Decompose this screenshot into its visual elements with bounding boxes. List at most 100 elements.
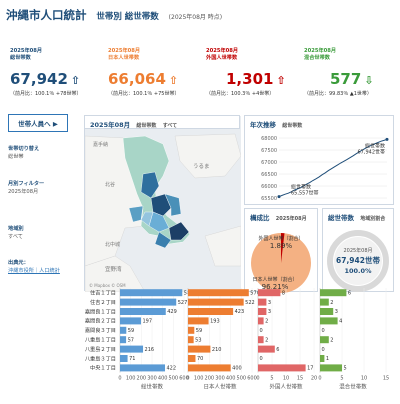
map-panel[interactable]: 嘉手納 北谷 宜野湾 うるま 北中城 © Mapbox © OSM [84,115,242,293]
as-of-date: (2025年08月 時点) [168,14,223,21]
bar-value-label: 8 [282,290,285,296]
kpi-period: 2025年08月 [206,48,239,54]
pie-chart[interactable]: 外国人世帯（割合） 1.89% 日本人世帯（割合） 96.21% [245,225,317,295]
bar[interactable] [320,289,347,297]
city-north-area[interactable] [122,135,191,245]
bar[interactable] [120,336,127,344]
bar[interactable] [120,298,177,306]
place-label: 北中城 [105,241,120,248]
kpi-mixed-households: 2025年08月 混合世帯数 577 ⇩ （前月比：99.83％ ▲1世帯） [304,48,400,104]
bar[interactable] [188,364,231,372]
bar[interactable] [120,326,127,334]
kpi-change: （前月比：99.83％ ▲1世帯） [304,91,372,97]
bar[interactable] [120,289,183,297]
kpi-period: 2025年08月 [304,48,337,54]
x-tick-label: 0 [318,376,321,382]
pie-slice-foreign[interactable] [281,232,285,263]
bar[interactable] [320,308,334,315]
donut-ring[interactable] [327,230,389,292]
bar[interactable] [120,364,166,372]
x-tick-label: 500 [237,376,247,382]
bar-value-label: 210 [212,347,222,353]
bar-value-label: 0 [260,356,263,362]
district-shape[interactable] [140,211,154,227]
map-title: 2025年08月 総世帯数 すべて [84,115,240,129]
bar[interactable] [258,336,264,344]
start-label: 総世帯数 [291,184,311,191]
line-series-total-households[interactable] [278,138,388,198]
x-tick-label: 100 [194,376,204,382]
bar[interactable] [188,355,196,362]
bar-value-label: 0 [322,328,325,334]
region-filter[interactable]: 地域別 すべて [8,226,24,241]
district-shape[interactable] [168,221,190,241]
kpi-value: 1,301 [226,70,274,88]
y-tick-label: 66000 [261,184,277,190]
row-label: 八重島２丁目 [85,345,116,353]
bar[interactable] [320,355,325,362]
choropleth-map[interactable]: 嘉手納 北谷 宜野湾 うるま 北中城 © Mapbox © OSM [84,116,242,293]
kpi-change: （前月比：100.1％ +78世帯） [10,91,82,97]
bar[interactable] [188,336,194,344]
start-point[interactable] [277,195,281,199]
month-filter-value[interactable]: 2025年08月 [8,188,39,195]
bar[interactable] [320,298,329,306]
bar[interactable] [120,345,144,353]
district-shape[interactable] [164,193,182,217]
arrow-up-icon: ⇧ [168,74,179,87]
end-point[interactable] [385,137,389,141]
district-bar-chart[interactable]: 住吉１丁目住吉２丁目嘉間良１丁目嘉間良２丁目嘉間良３丁目八重島１丁目八重島２丁目… [0,286,400,400]
x-tick-label: 10 [361,376,367,382]
bar[interactable] [320,317,338,325]
kpi-change: （前月比：100.3％ +4世帯） [206,91,275,97]
household-switch-value[interactable]: 総世帯 [8,153,24,160]
donut-pct: 100.0% [344,267,372,275]
x-tick-label: 200 [137,376,147,382]
household-switch[interactable]: 世帯切り替え 総世帯 [8,146,39,161]
kpi-value-wrap: 66,064 ⇧ [108,70,204,88]
x-tick-label: 15 [297,376,303,382]
district-shape[interactable] [154,231,172,249]
bar[interactable] [120,355,128,362]
bar[interactable] [188,298,244,306]
source-link[interactable]: 沖縄市役所｜人口統計 [8,267,60,274]
bar[interactable] [320,336,329,344]
kpi-value: 67,942 [10,70,68,88]
bar[interactable] [258,308,267,315]
series-axis-title: 混合世帯数 [339,383,367,391]
bar-value-label: 3 [335,309,338,315]
bar-value-label: 1 [326,356,329,362]
bar[interactable] [188,289,249,297]
month-filter[interactable]: 月別フィルター 2025年08月 [8,181,44,196]
bar[interactable] [188,326,195,334]
district-shape[interactable] [128,205,144,223]
bar[interactable] [188,345,211,353]
y-tick-label: 67000 [261,160,277,166]
line-chart[interactable]: 680006750067000665006600065500総世帯数67,942… [245,132,393,206]
district-shape[interactable] [140,171,160,199]
bar[interactable] [120,308,166,315]
bar[interactable] [258,345,275,353]
bar[interactable] [258,364,306,372]
bar[interactable] [258,298,267,306]
composition-panel: 構成比 2025年08月 外国人世帯（割合） 1.89% 日本人世帯（割合） 9… [244,208,318,295]
source-block: 出典元： 沖縄市役所｜人口統計 [8,260,60,275]
bar[interactable] [258,289,281,297]
bar[interactable] [188,308,234,315]
bar-value-label: 216 [145,347,155,353]
bar[interactable] [258,317,264,325]
go-to-household-members-button[interactable]: 世帯人員へ ▶ [8,114,68,132]
region-filter-value[interactable]: すべて [8,233,23,240]
x-tick-label: 100 [126,376,136,382]
donut-title-text: 総世帯数 [328,214,354,222]
bar[interactable] [188,317,209,325]
bar[interactable] [120,317,142,325]
region-filter-label: 地域別 [8,226,24,232]
bar-value-label: 522 [245,300,255,306]
bar[interactable] [320,364,342,372]
arrow-up-icon: ⇧ [70,74,81,87]
district-shape[interactable] [150,193,172,217]
map-metric: 総世帯数 [136,123,157,129]
bar-value-label: 422 [167,366,177,372]
donut-chart[interactable]: 2025年08月 67,942世帯 100.0% [323,225,393,295]
